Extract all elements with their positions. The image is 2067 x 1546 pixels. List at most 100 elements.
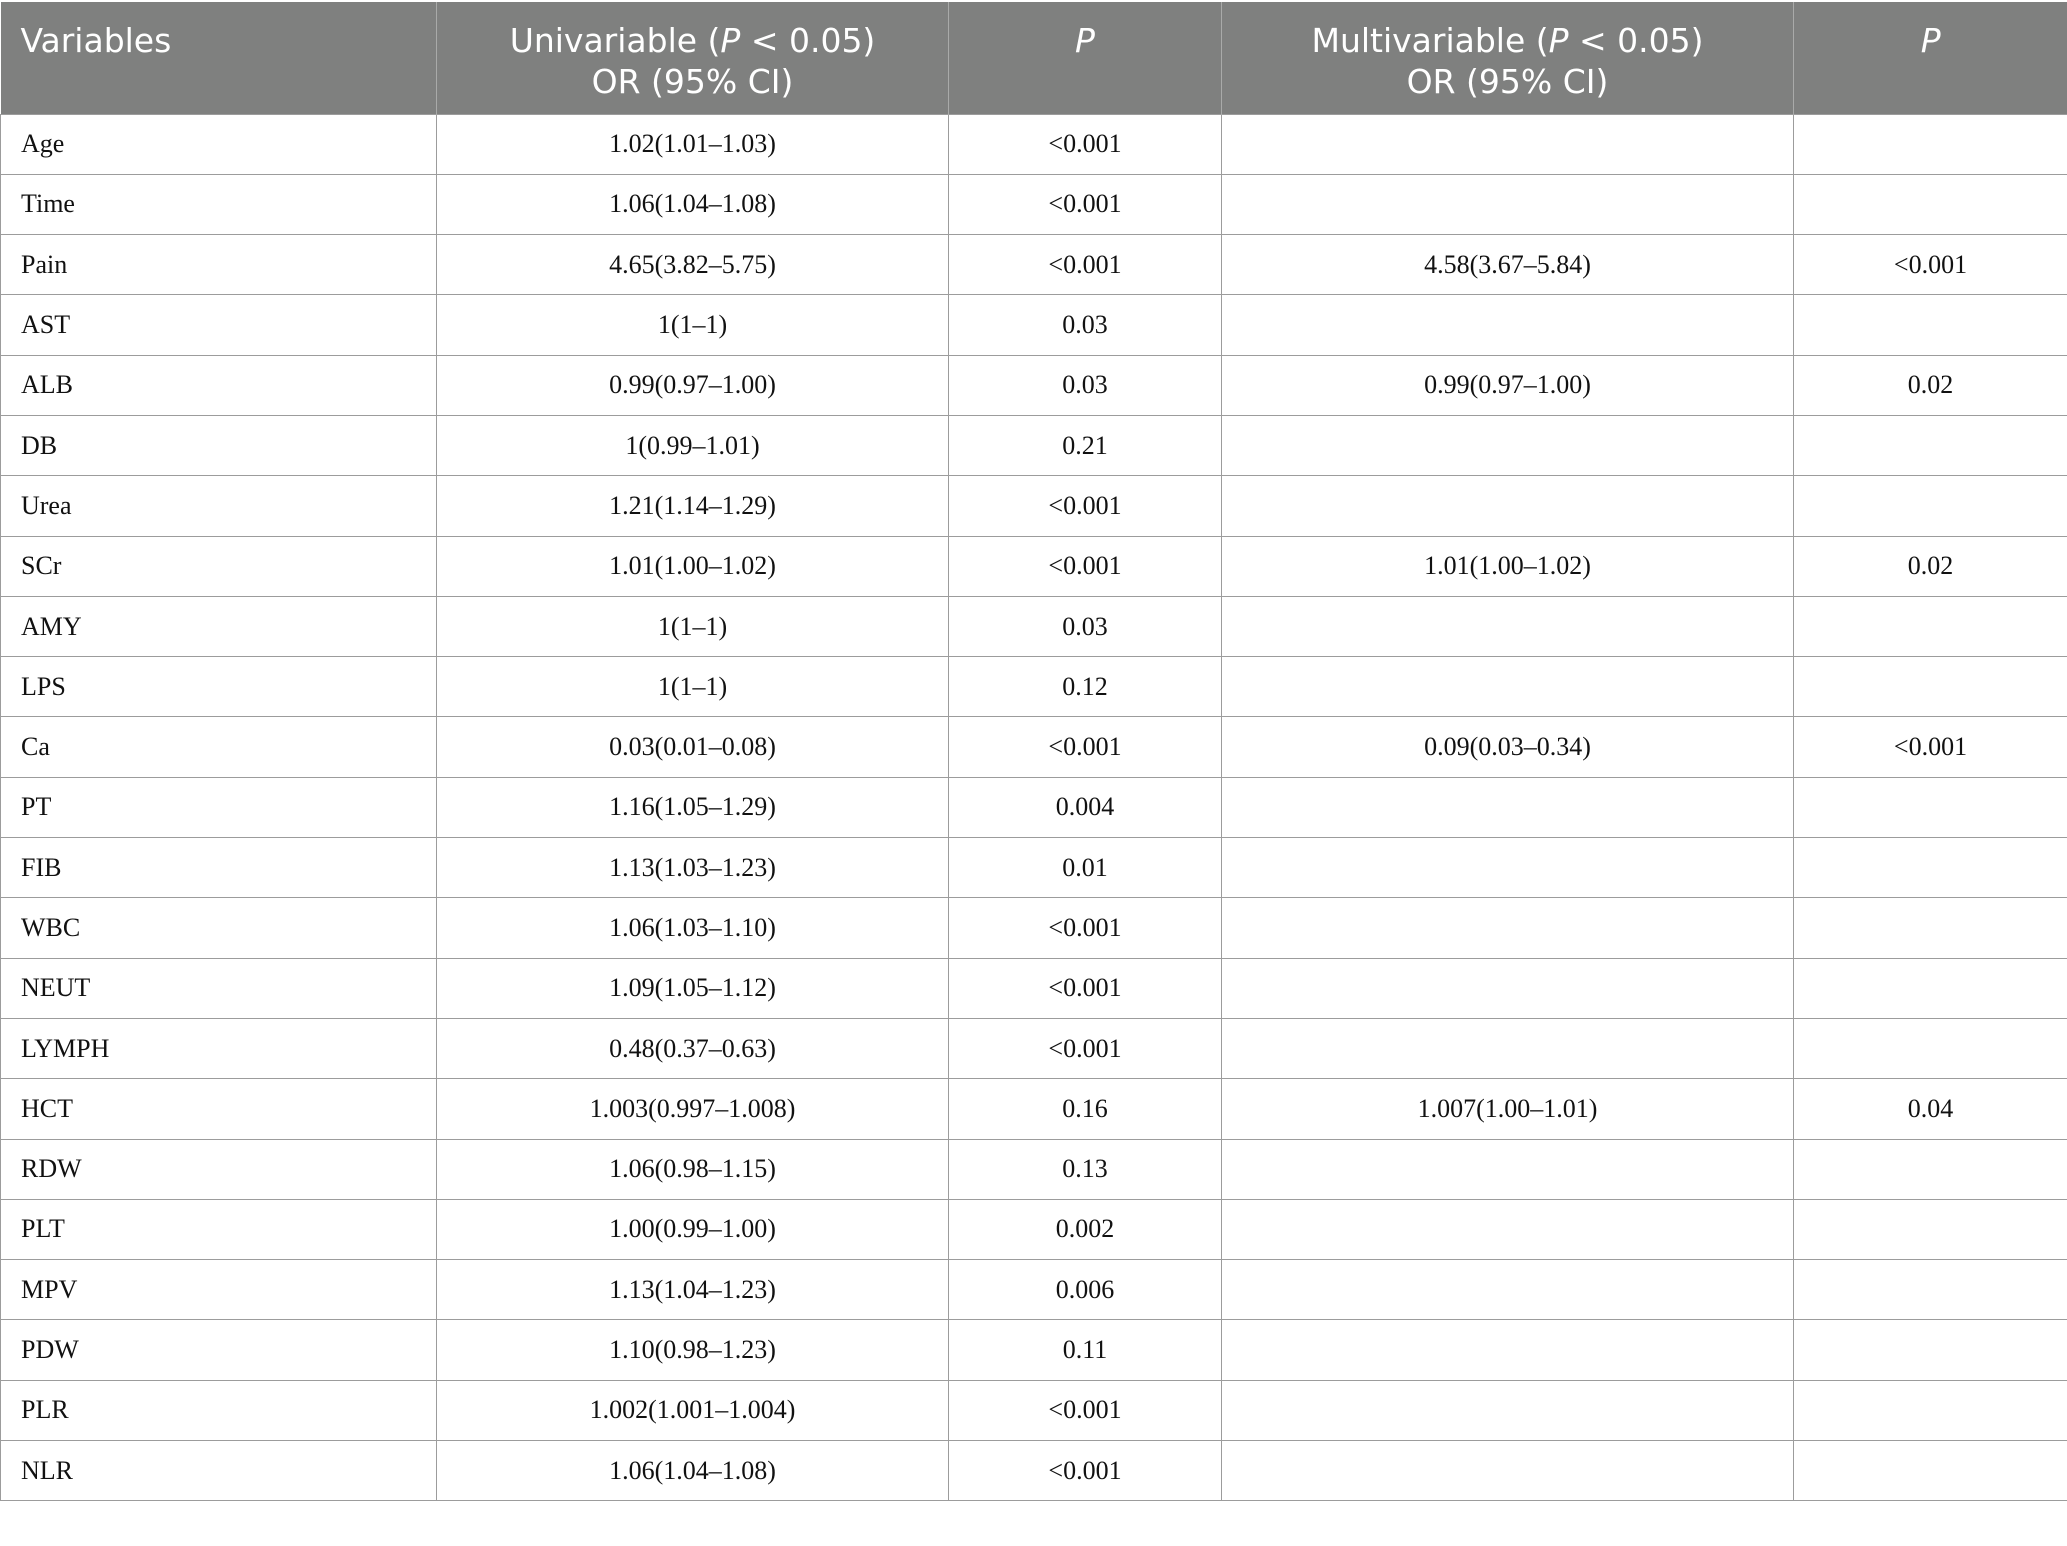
cell-multivariable-p: [1794, 476, 2067, 536]
cell-variable: NLR: [1, 1441, 437, 1501]
cell-multivariable-or: [1222, 898, 1794, 958]
cell-univariable-p: 0.13: [949, 1139, 1222, 1199]
cell-variable: SCr: [1, 536, 437, 596]
header-p2-label: P: [1806, 20, 2056, 61]
cell-multivariable-p: [1794, 838, 2067, 898]
cell-multivariable-or: [1222, 1320, 1794, 1380]
cell-univariable-or: 0.03(0.01–0.08): [437, 717, 949, 777]
cell-multivariable-or: [1222, 596, 1794, 656]
cell-multivariable-p: [1794, 1320, 2067, 1380]
cell-variable: PLT: [1, 1199, 437, 1259]
cell-multivariable-p: [1794, 1139, 2067, 1199]
cell-multivariable-or: [1222, 476, 1794, 536]
cell-multivariable-p: [1794, 596, 2067, 656]
cell-variable: AST: [1, 295, 437, 355]
cell-univariable-p: <0.001: [949, 476, 1222, 536]
cell-variable: HCT: [1, 1079, 437, 1139]
header-univariable-open: Univariable (: [510, 21, 721, 60]
cell-univariable-p: 0.002: [949, 1199, 1222, 1259]
header-univariable-threshold: < 0.05): [740, 21, 875, 60]
cell-univariable-p: <0.001: [949, 717, 1222, 777]
cell-multivariable-p: [1794, 1018, 2067, 1078]
cell-multivariable-p: [1794, 657, 2067, 717]
cell-univariable-or: 1(1–1): [437, 295, 949, 355]
cell-univariable-p: 0.03: [949, 355, 1222, 415]
header-univariable: Univariable (P < 0.05) OR (95% CI): [437, 2, 949, 114]
cell-univariable-or: 1.16(1.05–1.29): [437, 777, 949, 837]
cell-univariable-p: <0.001: [949, 1380, 1222, 1440]
header-row: Variables Univariable (P < 0.05) OR (95%…: [1, 2, 2067, 114]
cell-univariable-p: 0.16: [949, 1079, 1222, 1139]
cell-multivariable-or: 0.09(0.03–0.34): [1222, 717, 1794, 777]
cell-multivariable-or: [1222, 1018, 1794, 1078]
cell-univariable-p: <0.001: [949, 1018, 1222, 1078]
cell-univariable-p: <0.001: [949, 958, 1222, 1018]
cell-multivariable-or: [1222, 174, 1794, 234]
cell-univariable-p: 0.004: [949, 777, 1222, 837]
cell-variable: LYMPH: [1, 1018, 437, 1078]
cell-variable: NEUT: [1, 958, 437, 1018]
cell-multivariable-or: [1222, 1199, 1794, 1259]
cell-univariable-p: 0.21: [949, 415, 1222, 475]
cell-variable: FIB: [1, 838, 437, 898]
cell-univariable-or: 1.003(0.997–1.008): [437, 1079, 949, 1139]
cell-univariable-or: 1(1–1): [437, 596, 949, 656]
cell-multivariable-p: [1794, 898, 2067, 958]
cell-univariable-p: 0.12: [949, 657, 1222, 717]
header-multivariable: Multivariable (P < 0.05) OR (95% CI): [1222, 2, 1794, 114]
cell-univariable-or: 0.99(0.97–1.00): [437, 355, 949, 415]
cell-univariable-or: 4.65(3.82–5.75): [437, 235, 949, 295]
cell-univariable-p: 0.006: [949, 1260, 1222, 1320]
cell-multivariable-p: [1794, 1199, 2067, 1259]
cell-univariable-p: <0.001: [949, 235, 1222, 295]
cell-variable: DB: [1, 415, 437, 475]
cell-univariable-p: <0.001: [949, 174, 1222, 234]
cell-univariable-or: 1(0.99–1.01): [437, 415, 949, 475]
cell-univariable-p: 0.03: [949, 295, 1222, 355]
header-multivariable-threshold: < 0.05): [1569, 21, 1704, 60]
cell-multivariable-p: [1794, 114, 2067, 174]
header-univariable-line2: OR (95% CI): [449, 61, 936, 102]
cell-multivariable-or: [1222, 838, 1794, 898]
cell-multivariable-or: [1222, 657, 1794, 717]
cell-multivariable-p: [1794, 1380, 2067, 1440]
cell-univariable-p: <0.001: [949, 536, 1222, 596]
cell-univariable-or: 1.13(1.04–1.23): [437, 1260, 949, 1320]
cell-multivariable-p: [1794, 295, 2067, 355]
cell-univariable-p: <0.001: [949, 898, 1222, 958]
header-univariable-p: P: [720, 21, 740, 60]
cell-univariable-or: 1.06(1.03–1.10): [437, 898, 949, 958]
cell-variable: WBC: [1, 898, 437, 958]
header-variables-label: Variables: [21, 20, 425, 61]
cell-variable: MPV: [1, 1260, 437, 1320]
cell-multivariable-or: [1222, 1441, 1794, 1501]
cell-variable: Ca: [1, 717, 437, 777]
cell-univariable-or: 1.10(0.98–1.23): [437, 1320, 949, 1380]
cell-multivariable-or: [1222, 958, 1794, 1018]
cell-variable: PDW: [1, 1320, 437, 1380]
cell-multivariable-or: [1222, 415, 1794, 475]
cell-multivariable-p: [1794, 1441, 2067, 1501]
cell-univariable-p: 0.11: [949, 1320, 1222, 1380]
cell-univariable-or: 1.01(1.00–1.02): [437, 536, 949, 596]
cell-multivariable-p: <0.001: [1794, 717, 2067, 777]
cell-variable: PT: [1, 777, 437, 837]
header-variables: Variables: [1, 2, 437, 114]
cell-multivariable-or: 1.01(1.00–1.02): [1222, 536, 1794, 596]
cell-variable: LPS: [1, 657, 437, 717]
